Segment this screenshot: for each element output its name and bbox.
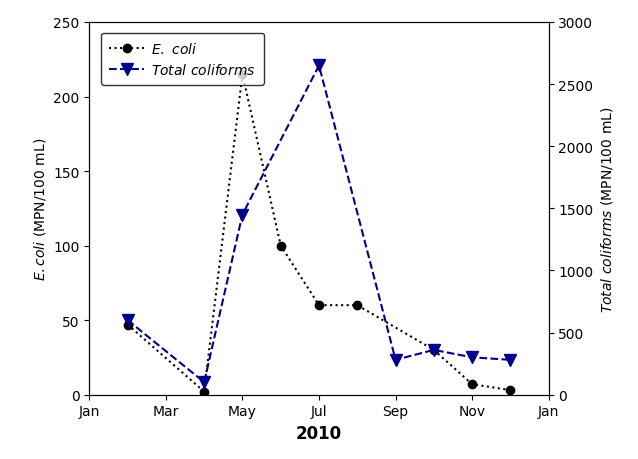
Legend: $\it{E.\ coli}$, $\it{Total\ coliforms}$: $\it{E.\ coli}$, $\it{Total\ coliforms}$ [101, 34, 264, 86]
X-axis label: 2010: 2010 [296, 424, 342, 442]
Y-axis label: $\it{Total\ coliforms}$ (MPN/100 mL): $\it{Total\ coliforms}$ (MPN/100 mL) [599, 106, 615, 312]
Y-axis label: $\it{E. coli}$ (MPN/100 mL): $\it{E. coli}$ (MPN/100 mL) [32, 137, 48, 280]
